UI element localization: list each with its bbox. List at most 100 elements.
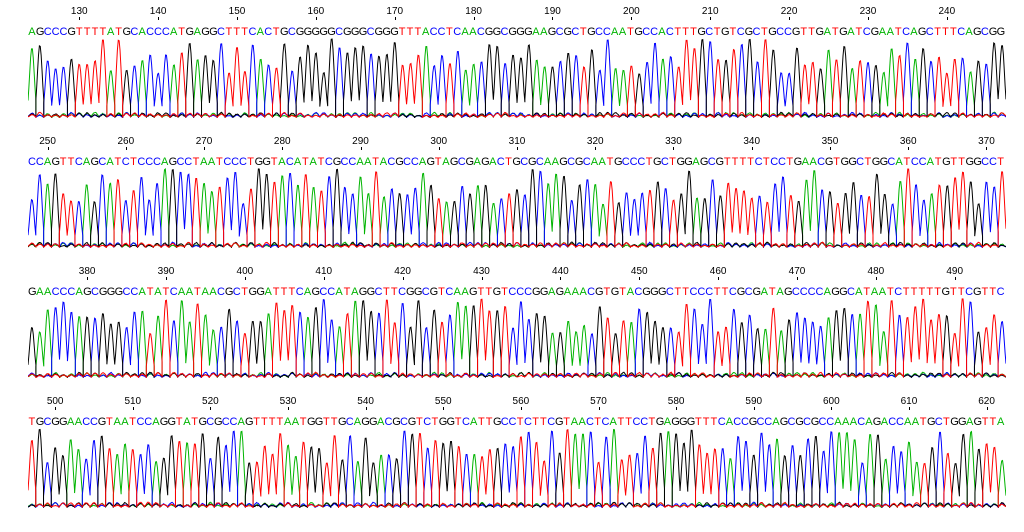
ruler-tick-mark <box>673 147 674 150</box>
base-call: A <box>548 285 556 299</box>
base-call: C <box>176 155 184 169</box>
base-call: C <box>327 285 335 299</box>
base-call: A <box>855 285 863 299</box>
ruler-tick-label: 220 <box>781 6 798 17</box>
base-call: G <box>59 415 67 429</box>
base-call: C <box>776 25 784 39</box>
base-call: T <box>261 415 269 429</box>
base-call: A <box>571 285 579 299</box>
base-call: G <box>395 155 403 169</box>
base-call: C <box>145 155 153 169</box>
base-call: A <box>138 25 146 39</box>
base-call: G <box>83 285 91 299</box>
base-call: T <box>762 155 770 169</box>
base-call: A <box>532 25 540 39</box>
base-call: G <box>512 155 520 169</box>
base-call: A <box>879 285 887 299</box>
ruler-tick-label: 180 <box>465 6 482 17</box>
base-call: A <box>551 155 559 169</box>
base-call: C <box>737 25 745 39</box>
base-call: T <box>247 155 255 169</box>
base-call: G <box>634 25 642 39</box>
base-call: C <box>856 155 864 169</box>
base-call: C <box>697 285 705 299</box>
base-call: A <box>579 285 587 299</box>
ruler-tick-label: 340 <box>743 136 760 147</box>
ruler-tick-mark <box>868 17 869 20</box>
base-call: C <box>184 155 192 169</box>
base-call: A <box>201 285 209 299</box>
base-call: G <box>587 25 595 39</box>
base-call: T <box>690 25 698 39</box>
base-call: G <box>466 155 474 169</box>
base-call: C <box>341 155 349 169</box>
base-call: G <box>439 415 447 429</box>
ruler-tick-label: 280 <box>274 136 291 147</box>
base-call: A <box>442 155 450 169</box>
base-call: C <box>633 415 641 429</box>
base-call: C <box>28 155 36 169</box>
base-call: T <box>270 155 278 169</box>
base-call: C <box>792 285 800 299</box>
base-call: T <box>216 155 224 169</box>
base-call: C <box>36 155 44 169</box>
base-call: T <box>191 415 199 429</box>
base-call: C <box>803 415 811 429</box>
ruler-tick-mark <box>324 277 325 280</box>
base-call: C <box>346 415 354 429</box>
base-call: G <box>555 415 563 429</box>
base-call: G <box>792 25 800 39</box>
trace-plot <box>28 168 1006 248</box>
base-call: C <box>556 25 564 39</box>
base-call: A <box>28 25 36 39</box>
base-call: C <box>222 415 230 429</box>
trace-channel-c <box>28 40 1006 117</box>
base-call: A <box>335 285 343 299</box>
base-call: G <box>753 285 761 299</box>
base-call: A <box>461 285 469 299</box>
base-call: G <box>201 25 209 39</box>
base-call: A <box>489 155 497 169</box>
base-call: T <box>276 415 284 429</box>
base-call: A <box>578 415 586 429</box>
base-call: T <box>445 25 453 39</box>
base-call: G <box>36 415 44 429</box>
base-call: C <box>233 285 241 299</box>
ruler-tick-label: 600 <box>823 396 840 407</box>
base-call: G <box>296 25 304 39</box>
base-call: C <box>67 285 75 299</box>
base-call: C <box>896 415 904 429</box>
base-call: A <box>965 25 973 39</box>
base-call: C <box>808 285 816 299</box>
base-call: C <box>445 285 453 299</box>
base-call: T <box>645 155 653 169</box>
ruler-tick-mark <box>676 407 677 410</box>
base-call: C <box>887 155 895 169</box>
base-call: G <box>841 155 849 169</box>
base-call: T <box>540 415 548 429</box>
ruler-tick-mark <box>133 407 134 410</box>
base-call: A <box>364 155 372 169</box>
base-call: C <box>800 285 808 299</box>
base-call: T <box>280 285 288 299</box>
base-call: C <box>375 285 383 299</box>
base-call: A <box>910 25 918 39</box>
ruler-tick-label: 430 <box>473 266 490 277</box>
base-call: T <box>485 285 493 299</box>
trace-channel-t <box>28 40 1006 118</box>
base-call: T <box>760 25 768 39</box>
base-call: C <box>398 285 406 299</box>
base-call: G <box>780 415 788 429</box>
ruler-tick-mark <box>986 147 987 150</box>
position-ruler: 500510520530540550560570580590600610620 <box>28 396 1006 408</box>
base-call: C <box>137 415 145 429</box>
base-call: T <box>253 415 261 429</box>
ruler-tick-mark <box>955 277 956 280</box>
base-call: A <box>304 285 312 299</box>
base-call: T <box>786 155 794 169</box>
ruler-tick-mark <box>395 17 396 20</box>
base-call: T <box>919 415 927 429</box>
base-call: A <box>83 155 91 169</box>
base-call: C <box>153 155 161 169</box>
base-call: G <box>848 155 856 169</box>
